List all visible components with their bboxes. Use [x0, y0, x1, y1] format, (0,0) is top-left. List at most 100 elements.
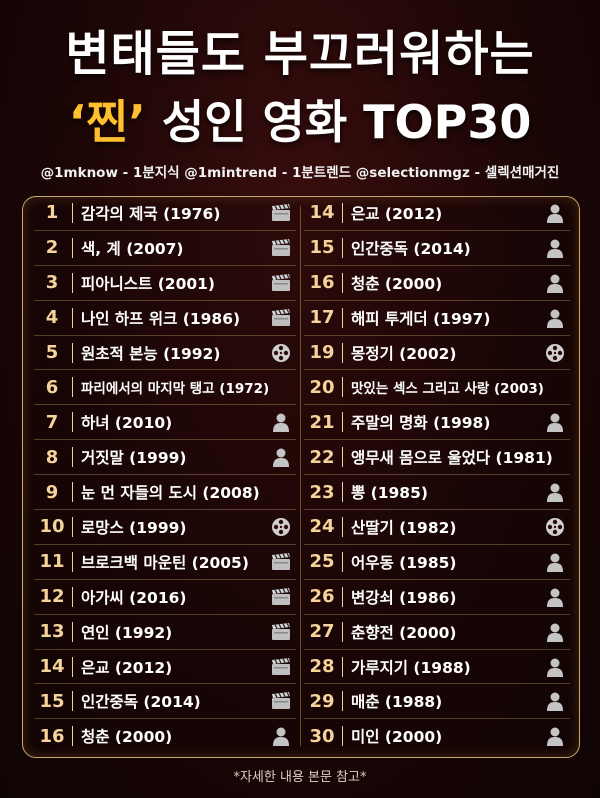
movie-title: 산딸기 (1982) [351, 518, 457, 537]
movie-title: 아가씨 (2016) [81, 588, 187, 607]
credits-line: @1mknow - 1분지식 @1mintrend - 1분트렌드 @selec… [40, 165, 560, 181]
list-item: 23 뽕 (1985) [304, 475, 570, 511]
rank-number: 26 [309, 586, 335, 608]
separator [72, 621, 73, 642]
movie-title: 미인 (2000) [351, 728, 443, 747]
rank-number: 6 [45, 376, 59, 398]
title-line-2: ‘찐’ 성인 영화 TOP30 [0, 86, 600, 152]
film-reel-icon [270, 342, 292, 364]
separator [342, 412, 343, 433]
rank-number: 11 [39, 551, 65, 573]
film-reel-icon [270, 516, 292, 538]
list-item: 16 청춘 (2000) [304, 266, 570, 301]
list-item: 3 피아니스트 (2001) [34, 266, 296, 301]
list-item: 17 해피 투게더 (1997) [304, 301, 570, 336]
person-icon [544, 621, 566, 643]
list-item: 28 가루지기 (1988) [304, 650, 570, 685]
separator [342, 691, 343, 712]
separator [72, 237, 73, 258]
list-item: 20 맛있는 섹스 그리고 사랑 (2003) [304, 370, 570, 406]
list-panel [22, 196, 580, 758]
rank-number: 1 [45, 202, 59, 224]
rank-number: 2 [45, 237, 59, 259]
separator [72, 691, 73, 712]
movie-title: 나인 하프 위크 (1986) [81, 309, 241, 328]
movie-title: 브로크백 마운틴 (2005) [81, 553, 249, 572]
movie-title: 해피 투게더 (1997) [351, 309, 491, 328]
separator [72, 202, 73, 223]
title-line-1: 변태들도 부끄러워하는 [65, 26, 535, 82]
footnote: *자세한 내용 본문 참고* [233, 770, 367, 785]
clapperboard-icon [270, 586, 292, 608]
person-icon [544, 586, 566, 608]
rank-number: 16 [39, 725, 65, 747]
rank-number: 22 [309, 446, 335, 468]
list-item: 4 나인 하프 위크 (1986) [34, 301, 296, 336]
movie-title: 어우동 (1985) [351, 553, 457, 572]
separator [342, 377, 343, 398]
person-icon [544, 237, 566, 259]
movie-title: 앵무새 몸으로 울었다 (1981) [351, 449, 553, 468]
list-item: 25 어우동 (1985) [304, 545, 570, 580]
rank-number: 14 [309, 202, 335, 224]
movie-title: 거짓말 (1999) [81, 449, 187, 468]
person-icon [544, 481, 566, 503]
separator [72, 307, 73, 328]
rank-number: 30 [309, 725, 335, 747]
person-icon [270, 411, 292, 433]
list-item: 11 브로크백 마운틴 (2005) [34, 545, 296, 580]
separator [72, 272, 73, 293]
separator [342, 586, 343, 607]
movie-title: 몽정기 (2002) [351, 344, 457, 363]
list-item: 2 색, 계 (2007) [34, 231, 296, 266]
list-item: 14 은교 (2012) [34, 650, 296, 685]
title-highlight: ‘찐’ [68, 95, 146, 149]
movie-title: 인간중독 (2014) [351, 239, 471, 258]
list-item: 29 매춘 (1988) [304, 684, 570, 720]
separator [72, 412, 73, 433]
movie-title: 청춘 (2000) [81, 728, 173, 747]
person-icon [544, 272, 566, 294]
movie-title: 파리에서의 마지막 탱고 (1972) [81, 381, 270, 398]
list-item: 6 파리에서의 마지막 탱고 (1972) [34, 370, 296, 406]
movie-title: 은교 (2012) [351, 204, 443, 223]
person-icon [270, 446, 292, 468]
list-item: 19 몽정기 (2002) [304, 336, 570, 371]
clapperboard-icon [270, 307, 292, 329]
separator [342, 551, 343, 572]
separator [342, 307, 343, 328]
list-item: 14 은교 (2012) [304, 196, 570, 231]
movie-title: 감각의 제국 (1976) [81, 204, 221, 223]
rank-number: 10 [39, 516, 65, 538]
person-icon [544, 307, 566, 329]
rank-number: 20 [309, 376, 335, 398]
movie-title: 은교 (2012) [81, 658, 173, 677]
clapperboard-icon [270, 656, 292, 678]
movie-title: 춘향전 (2000) [351, 623, 457, 642]
clapperboard-icon [270, 237, 292, 259]
rank-number: 21 [309, 411, 335, 433]
column-divider [300, 206, 301, 746]
film-reel-icon [544, 342, 566, 364]
movie-title: 매춘 (1988) [351, 693, 443, 712]
movie-title: 피아니스트 (2001) [81, 274, 216, 293]
separator [72, 342, 73, 363]
rank-number: 3 [45, 272, 59, 294]
separator [342, 482, 343, 503]
rank-number: 29 [309, 690, 335, 712]
separator [72, 551, 73, 572]
rank-number: 5 [45, 342, 59, 363]
person-icon [544, 725, 566, 747]
movie-title: 맛있는 섹스 그리고 사랑 (2003) [351, 381, 544, 398]
movie-title: 뽕 (1985) [351, 484, 428, 503]
rank-number: 15 [309, 237, 335, 259]
rank-number: 23 [309, 481, 335, 503]
separator [342, 237, 343, 258]
person-icon [544, 202, 566, 224]
list-item: 10 로망스 (1999) [34, 510, 296, 545]
list-item: 15 인간중독 (2014) [34, 684, 296, 720]
person-icon [270, 725, 292, 747]
movie-title: 하녀 (2010) [81, 414, 173, 433]
list-item: 26 변강쇠 (1986) [304, 580, 570, 615]
separator [342, 202, 343, 223]
